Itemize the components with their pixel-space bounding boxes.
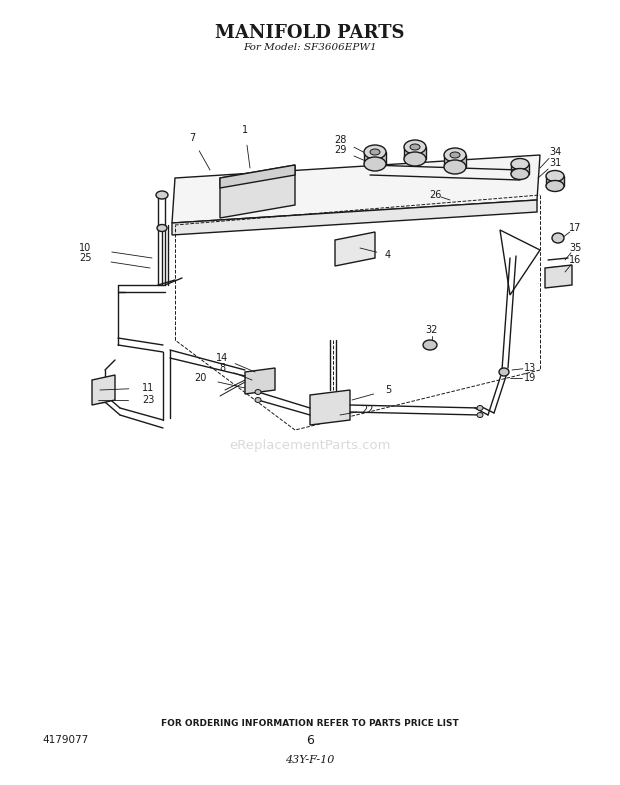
Ellipse shape (552, 233, 564, 243)
Text: 16: 16 (569, 255, 581, 265)
Text: 43Y-F-10: 43Y-F-10 (285, 755, 335, 765)
Polygon shape (335, 232, 375, 266)
Text: 23: 23 (142, 395, 154, 405)
Polygon shape (92, 375, 115, 405)
Ellipse shape (477, 412, 483, 418)
Text: 11: 11 (142, 383, 154, 393)
Ellipse shape (156, 191, 168, 199)
Polygon shape (172, 155, 540, 223)
Text: 32: 32 (426, 325, 438, 335)
Polygon shape (511, 164, 529, 174)
Text: 4: 4 (385, 250, 391, 260)
Text: 10: 10 (79, 243, 91, 253)
Ellipse shape (444, 160, 466, 174)
Text: 7: 7 (189, 133, 195, 143)
Polygon shape (220, 165, 295, 188)
Ellipse shape (477, 406, 483, 411)
Ellipse shape (511, 159, 529, 170)
Polygon shape (364, 152, 386, 164)
Text: 28: 28 (334, 135, 346, 145)
Text: 35: 35 (569, 243, 581, 253)
Text: 8: 8 (219, 363, 225, 373)
Text: FOR ORDERING INFORMATION REFER TO PARTS PRICE LIST: FOR ORDERING INFORMATION REFER TO PARTS … (161, 718, 459, 728)
Text: 4179077: 4179077 (42, 735, 88, 745)
Text: 25: 25 (79, 253, 91, 263)
Polygon shape (245, 368, 275, 394)
Ellipse shape (255, 397, 261, 403)
Text: 20: 20 (194, 373, 206, 383)
Ellipse shape (370, 149, 380, 155)
Text: 29: 29 (334, 145, 346, 155)
Ellipse shape (255, 389, 261, 395)
Ellipse shape (364, 145, 386, 159)
Polygon shape (546, 176, 564, 186)
Ellipse shape (450, 152, 460, 158)
Polygon shape (172, 200, 537, 235)
Text: 31: 31 (549, 158, 561, 168)
Text: 13: 13 (524, 363, 536, 373)
Ellipse shape (499, 368, 509, 376)
Ellipse shape (410, 144, 420, 150)
Text: 22: 22 (361, 405, 374, 415)
Text: MANIFOLD PARTS: MANIFOLD PARTS (215, 24, 405, 42)
Text: 17: 17 (569, 223, 581, 233)
Polygon shape (310, 390, 350, 425)
Text: 6: 6 (306, 733, 314, 747)
Text: 26: 26 (429, 190, 441, 200)
Ellipse shape (546, 170, 564, 181)
Ellipse shape (157, 225, 167, 232)
Ellipse shape (364, 157, 386, 171)
Ellipse shape (546, 181, 564, 192)
Polygon shape (220, 165, 295, 218)
Polygon shape (404, 147, 426, 159)
Text: 14: 14 (216, 353, 228, 363)
Text: 1: 1 (242, 125, 248, 135)
Ellipse shape (511, 169, 529, 180)
Text: 34: 34 (549, 147, 561, 157)
Text: 5: 5 (385, 385, 391, 395)
Text: eReplacementParts.com: eReplacementParts.com (229, 439, 391, 451)
Text: 19: 19 (524, 373, 536, 383)
Text: For Model: SF3606EPW1: For Model: SF3606EPW1 (243, 42, 377, 52)
Ellipse shape (444, 148, 466, 162)
Polygon shape (545, 265, 572, 288)
Ellipse shape (404, 152, 426, 166)
Ellipse shape (423, 340, 437, 350)
Polygon shape (444, 155, 466, 167)
Ellipse shape (404, 140, 426, 154)
